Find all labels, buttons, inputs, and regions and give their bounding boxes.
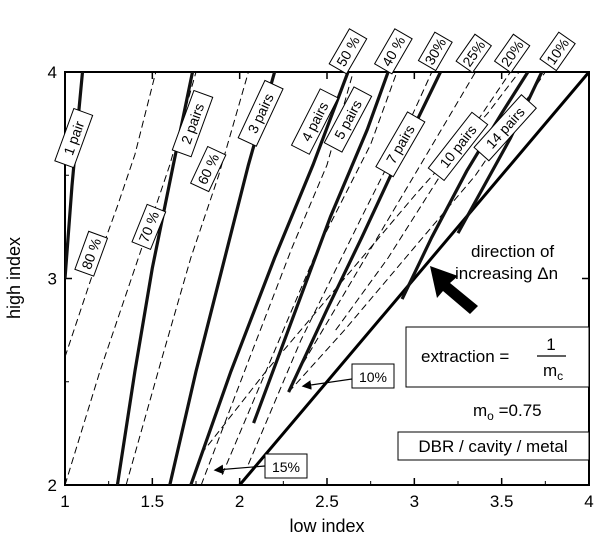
extraction-curve-20pct [335, 72, 511, 331]
fraction-denominator: mc [543, 361, 563, 383]
pair-label-1-pair-box [54, 107, 94, 169]
x-tick-label: 1.5 [141, 492, 165, 511]
extraction-label-20pct-box [493, 33, 531, 74]
pair-label-2-pairs-box [171, 89, 214, 158]
ticks-layer: 1 1.5 2 2.5 3 3.5 4 2 3 4 [48, 63, 594, 511]
x-tick-label: 2 [235, 492, 244, 511]
x-tick-label: 1 [60, 492, 69, 511]
extraction-label-40-pct-box [373, 28, 413, 75]
pair-curve-4-pairs [189, 72, 350, 485]
extraction-label-25pct-box [455, 33, 493, 74]
structure-label: DBR / cavity / metal [418, 437, 567, 456]
x-tick-label: 2.5 [315, 492, 339, 511]
x-tick-label: 3 [410, 492, 419, 511]
extraction-label-80-pct: 80 % [74, 230, 109, 277]
extraction-curve-80-pct [65, 72, 157, 358]
y-tick-label: 3 [48, 270, 57, 289]
extraction-label-20pct: 20% [493, 33, 531, 74]
extraction-curve-15pct [200, 72, 520, 455]
pair-label-3-pairs-box [237, 79, 284, 147]
x-tick-label: 4 [584, 492, 593, 511]
extraction-label-30pct: 30% [417, 31, 453, 72]
direction-arrow-icon [430, 266, 478, 314]
pair-label-10-pairs-box [427, 111, 489, 182]
extraction-label-50-pct: 50 % [328, 28, 368, 75]
extraction-label-25pct: 25% [455, 33, 493, 74]
pair-label-7-pairs-box [375, 111, 426, 178]
diagonal-boundary-line [238, 72, 589, 485]
extraction-curve-25pct [291, 72, 476, 383]
extraction-label-50-pct-box [328, 28, 368, 75]
x-tick-label: 3.5 [490, 492, 514, 511]
extraction-box [405, 326, 590, 388]
extraction-label: extraction = [421, 347, 509, 366]
callout-15-box [264, 453, 308, 479]
y-tick-label: 2 [48, 476, 57, 495]
pair-curve-5-pairs [252, 72, 390, 424]
pair-label-7-pairs-text: 7 pairs [383, 122, 418, 166]
extraction-label-70-pct-box [131, 203, 167, 251]
extraction-label-40-pct: 40 % [373, 28, 413, 75]
extraction-label-60-pct: 60 % [189, 145, 227, 193]
pair-label-5-pairs-box [323, 86, 373, 153]
x-axis-title: low index [289, 516, 364, 536]
mo-value: mo =0.75 [473, 401, 542, 423]
pair-label-14-pairs-box [473, 94, 537, 162]
fraction-numerator: 1 [546, 335, 555, 354]
extraction-curve-30pct [247, 72, 433, 465]
pair-label-2-pairs: 2 pairs [171, 89, 214, 158]
structure-box [397, 431, 590, 461]
callout-15-pointer [213, 464, 266, 475]
callout-10-box [351, 363, 395, 389]
pair-curve-10-pairs [400, 72, 530, 300]
extraction-curve-60-pct [125, 72, 249, 485]
extraction-label-60-pct-box [189, 145, 227, 193]
extraction-curve-10pct [288, 72, 546, 393]
pair-label-4-pairs-box [290, 88, 339, 155]
y-axis-title: high index [4, 237, 24, 319]
y-tick-label: 4 [48, 63, 57, 82]
pair-curve-14-pairs [456, 72, 544, 234]
extraction-label-80-pct-box [74, 230, 109, 277]
pair-label-7-pairs: 7 pairs [375, 111, 426, 178]
callout-15-text: 15% [272, 459, 300, 475]
extraction-label-10pct-box [539, 31, 576, 72]
pair-label-3-pairs: 3 pairs [237, 79, 284, 147]
pair-label-1-pair: 1 pair [54, 107, 94, 169]
callout-10-text: 10% [359, 369, 387, 385]
direction-note-line2: increasing Δn [455, 264, 558, 283]
direction-note-line1: direction of [471, 242, 554, 261]
callout-10-pointer [301, 378, 353, 390]
extraction-label-10pct: 10% [539, 31, 576, 72]
extraction-label-30pct-box [417, 31, 453, 72]
